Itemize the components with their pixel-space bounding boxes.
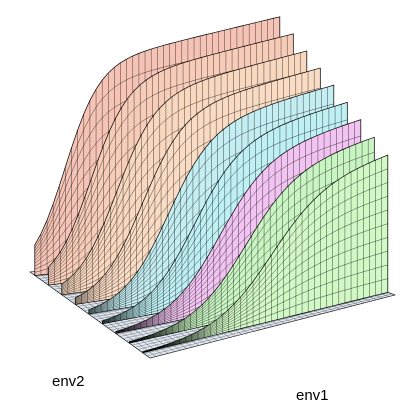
mesh-line [129, 167, 375, 343]
mesh-line [129, 152, 375, 343]
floor-grid [149, 294, 396, 359]
mesh-line [102, 119, 348, 322]
mesh-line [88, 103, 334, 311]
mesh-line [142, 250, 388, 353]
mesh-line [142, 237, 388, 353]
y-axis-label: env2 [52, 373, 85, 390]
x-axis-label: env1 [296, 387, 329, 404]
surface [142, 154, 389, 354]
mesh-line [75, 87, 321, 299]
mesh-line [61, 71, 307, 286]
floor-grid [143, 292, 390, 354]
mesh-line [142, 182, 388, 353]
mesh-line [142, 278, 388, 353]
mesh-line [142, 264, 388, 353]
floor-grid [146, 293, 393, 356]
mesh-line [115, 135, 361, 332]
mesh-line [142, 223, 388, 353]
mesh-line [142, 209, 388, 353]
mesh-line [142, 168, 388, 353]
surfaces [34, 16, 389, 354]
mesh-line [142, 196, 388, 353]
